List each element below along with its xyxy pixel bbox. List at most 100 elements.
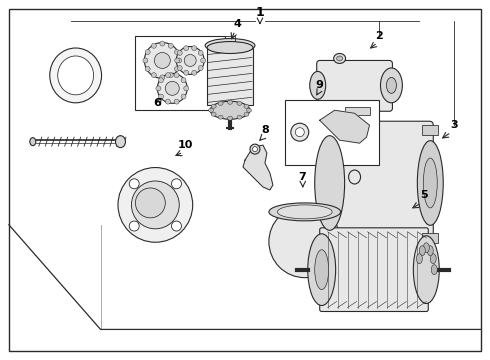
Ellipse shape — [30, 138, 36, 146]
Text: 7: 7 — [298, 172, 306, 182]
Circle shape — [172, 221, 181, 231]
Polygon shape — [319, 110, 369, 143]
Ellipse shape — [116, 136, 125, 148]
Ellipse shape — [252, 147, 257, 152]
Ellipse shape — [145, 50, 150, 54]
Ellipse shape — [174, 50, 179, 54]
Ellipse shape — [380, 68, 402, 103]
Text: 4: 4 — [233, 19, 241, 28]
Ellipse shape — [175, 58, 180, 63]
Ellipse shape — [431, 265, 437, 275]
Ellipse shape — [177, 50, 182, 55]
Ellipse shape — [237, 102, 242, 105]
Ellipse shape — [160, 75, 165, 80]
FancyBboxPatch shape — [317, 60, 392, 111]
Ellipse shape — [210, 101, 250, 119]
Ellipse shape — [184, 46, 189, 51]
Ellipse shape — [184, 70, 189, 75]
Ellipse shape — [143, 58, 148, 63]
Ellipse shape — [227, 116, 233, 120]
Ellipse shape — [414, 236, 439, 303]
Ellipse shape — [118, 167, 193, 242]
Ellipse shape — [168, 73, 173, 78]
Ellipse shape — [174, 99, 179, 104]
Ellipse shape — [416, 254, 422, 264]
FancyBboxPatch shape — [326, 121, 433, 244]
Ellipse shape — [310, 71, 326, 99]
FancyBboxPatch shape — [319, 228, 428, 311]
Ellipse shape — [174, 67, 179, 71]
Ellipse shape — [158, 78, 164, 83]
Ellipse shape — [184, 86, 189, 91]
Ellipse shape — [151, 73, 156, 78]
Bar — [422, 125, 438, 135]
Ellipse shape — [154, 53, 171, 68]
Ellipse shape — [177, 58, 182, 63]
Ellipse shape — [201, 58, 206, 63]
Ellipse shape — [135, 188, 165, 218]
Polygon shape — [243, 145, 273, 190]
Bar — [344, 107, 369, 115]
Bar — [207, 48, 253, 105]
Circle shape — [129, 179, 139, 189]
Ellipse shape — [145, 42, 180, 78]
Ellipse shape — [184, 54, 196, 67]
Ellipse shape — [211, 104, 216, 108]
Bar — [422, 233, 438, 243]
Text: 6: 6 — [153, 98, 161, 108]
Ellipse shape — [168, 43, 173, 48]
Ellipse shape — [348, 170, 361, 184]
Ellipse shape — [131, 181, 179, 229]
Ellipse shape — [315, 136, 344, 230]
Ellipse shape — [430, 254, 436, 264]
Ellipse shape — [192, 46, 196, 51]
Text: 5: 5 — [420, 190, 428, 200]
Ellipse shape — [218, 102, 223, 105]
Ellipse shape — [227, 100, 233, 104]
Ellipse shape — [308, 234, 336, 306]
Bar — [135, 36, 225, 110]
Ellipse shape — [419, 246, 425, 256]
Text: 1: 1 — [256, 6, 264, 19]
Ellipse shape — [156, 86, 161, 91]
Ellipse shape — [166, 73, 171, 78]
Circle shape — [172, 179, 181, 189]
Ellipse shape — [181, 94, 186, 99]
Ellipse shape — [158, 94, 164, 99]
Ellipse shape — [277, 205, 332, 219]
Text: 9: 9 — [316, 80, 324, 90]
Ellipse shape — [166, 99, 171, 104]
Ellipse shape — [181, 78, 186, 83]
Ellipse shape — [244, 104, 249, 108]
Ellipse shape — [269, 206, 341, 278]
Ellipse shape — [250, 144, 260, 154]
Ellipse shape — [269, 203, 341, 221]
Text: 2: 2 — [376, 31, 383, 41]
Ellipse shape — [174, 73, 179, 78]
Ellipse shape — [291, 123, 309, 141]
Ellipse shape — [246, 108, 251, 112]
Text: 3: 3 — [450, 120, 458, 130]
Ellipse shape — [218, 115, 223, 119]
Ellipse shape — [427, 246, 433, 256]
Ellipse shape — [237, 115, 242, 119]
Ellipse shape — [165, 81, 179, 95]
Ellipse shape — [295, 128, 304, 137]
Ellipse shape — [205, 39, 255, 53]
Ellipse shape — [423, 158, 437, 208]
Ellipse shape — [160, 41, 165, 46]
Ellipse shape — [198, 66, 203, 71]
Ellipse shape — [157, 73, 187, 103]
Ellipse shape — [315, 250, 329, 289]
Ellipse shape — [417, 141, 443, 225]
Ellipse shape — [387, 77, 396, 93]
Bar — [285, 100, 379, 165]
Ellipse shape — [151, 43, 156, 48]
Ellipse shape — [244, 112, 249, 116]
Text: 8: 8 — [261, 125, 269, 135]
Ellipse shape — [145, 67, 150, 71]
Ellipse shape — [207, 41, 253, 54]
Ellipse shape — [50, 48, 101, 103]
Ellipse shape — [192, 70, 196, 75]
Text: 10: 10 — [177, 140, 193, 150]
